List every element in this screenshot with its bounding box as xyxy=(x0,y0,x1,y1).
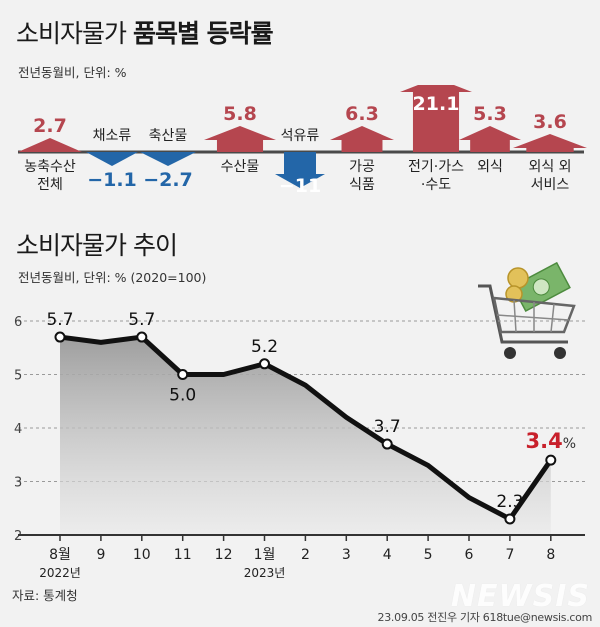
bar-category-label-5-1: 식품 xyxy=(349,177,375,193)
bar-arrow-2 xyxy=(140,152,196,166)
point-value-label-12: 3.4% xyxy=(526,429,577,453)
bar-value-label-8: 3.6 xyxy=(533,111,567,133)
point-marker-0 xyxy=(54,331,66,343)
x-tick-label-12: 8 xyxy=(546,547,555,563)
x-year-label-0: 2022년 xyxy=(39,566,81,580)
credit-line: 23.09.05 전진우 기자 618tue@newsis.com xyxy=(377,611,593,624)
point-value-label-5: 5.2 xyxy=(251,337,278,357)
y-tick-label-2: 2 xyxy=(14,529,22,544)
bar-value-label-7: 5.3 xyxy=(473,103,507,125)
point-marker-3 xyxy=(177,369,189,380)
line-area-fill xyxy=(60,337,551,535)
bar-category-label-8-0: 외식 외 xyxy=(528,159,571,175)
bar-category-label-3-0: 수산물 xyxy=(221,159,260,175)
point-marker-5 xyxy=(259,358,270,370)
bar-value-label-2: −2.7 xyxy=(143,169,193,191)
point-value-label-8: 3.7 xyxy=(374,417,401,437)
bottom-chart-title: 소비자물가 추이 xyxy=(16,231,178,260)
cpi-trend-line-chart: 2 3 4 5 6 8월 9 10 11 12 1월 2 3 4 5 6 7 8 2022년 2023년 5.7 5.7 5… xyxy=(14,310,585,580)
bar-category-label-0-1: 전체 xyxy=(37,177,63,193)
bar-value-label-5: 6.3 xyxy=(345,103,379,125)
point-value-label-3: 5.0 xyxy=(169,386,196,406)
y-tick-label-5: 5 xyxy=(14,369,22,384)
bar-category-label-6-1: ·수도 xyxy=(421,177,451,193)
top-title-bold: 품목별 등락률 xyxy=(132,19,274,48)
x-tick-label-0: 8월 xyxy=(49,547,71,563)
x-tick-label-9: 5 xyxy=(424,547,433,563)
bar-category-label-7-0: 외식 xyxy=(477,159,503,175)
bar-category-label-0-0: 농축수산 xyxy=(24,159,76,175)
point-value-label-2: 5.7 xyxy=(128,310,155,330)
x-tick-label-11: 7 xyxy=(505,547,514,563)
bar-category-label-1-0: 채소류 xyxy=(93,128,132,144)
bar-arrow-7 xyxy=(459,126,521,152)
bar-category-label-6-0: 전기·가스 xyxy=(408,159,464,175)
bar-category-label-5-0: 가공 xyxy=(349,159,375,175)
bottom-chart-subtitle: 전년동월비, 단위: % (2020=100) xyxy=(18,270,207,285)
x-year-label-5: 2023년 xyxy=(244,566,286,580)
bar-value-label-0: 2.7 xyxy=(33,115,67,137)
x-tick-label-6: 2 xyxy=(301,547,310,563)
bar-arrow-3 xyxy=(204,126,276,152)
point-value-label-11: 2.3 xyxy=(496,492,523,512)
bar-value-label-3: 5.8 xyxy=(223,103,257,125)
bar-value-label-4: −11 xyxy=(279,175,321,197)
bar-value-label-1: −1.1 xyxy=(87,169,137,191)
bar-arrow-6 xyxy=(400,85,472,152)
x-tick-label-3: 11 xyxy=(174,547,192,563)
top-chart-subtitle: 전년동월비, 단위: % xyxy=(18,65,127,80)
point-marker-2 xyxy=(136,331,148,343)
x-tick-label-5: 1월 xyxy=(254,547,276,563)
x-tick-label-1: 9 xyxy=(96,547,105,563)
bar-category-label-8-1: 서비스 xyxy=(531,177,570,193)
y-tick-label-6: 6 xyxy=(14,315,22,330)
shopping-cart-icon xyxy=(478,261,576,359)
newsis-watermark: NEWSIS xyxy=(450,579,590,614)
bar-category-label-4-0: 석유류 xyxy=(281,128,320,144)
bar-value-label-6: 21.1 xyxy=(413,93,460,115)
x-tick-label-10: 6 xyxy=(465,547,474,563)
point-marker-8 xyxy=(381,438,393,450)
top-chart-title: 소비자물가 품목별 등락률 xyxy=(16,14,274,50)
point-marker-12 xyxy=(545,454,557,466)
x-tick-label-4: 12 xyxy=(215,547,233,563)
bar-arrow-1 xyxy=(86,152,138,166)
source-label: 자료: 통계청 xyxy=(12,588,78,603)
point-value-label-0: 5.7 xyxy=(46,310,73,330)
x-tick-label-2: 10 xyxy=(133,547,151,563)
bar-arrow-5 xyxy=(330,126,394,152)
bar-arrow-8 xyxy=(513,134,587,152)
y-tick-label-3: 3 xyxy=(14,476,22,491)
y-tick-label-4: 4 xyxy=(14,422,22,437)
point-value-suffix: % xyxy=(563,436,576,452)
bar-arrow-0 xyxy=(18,138,82,152)
top-title-plain: 소비자물가 xyxy=(16,19,133,48)
bar-category-label-2-0: 축산물 xyxy=(149,128,188,144)
point-marker-11 xyxy=(504,513,516,525)
x-tick-label-8: 4 xyxy=(383,547,392,563)
bar-arrow-4 xyxy=(275,152,325,188)
x-tick-label-7: 3 xyxy=(342,547,351,563)
